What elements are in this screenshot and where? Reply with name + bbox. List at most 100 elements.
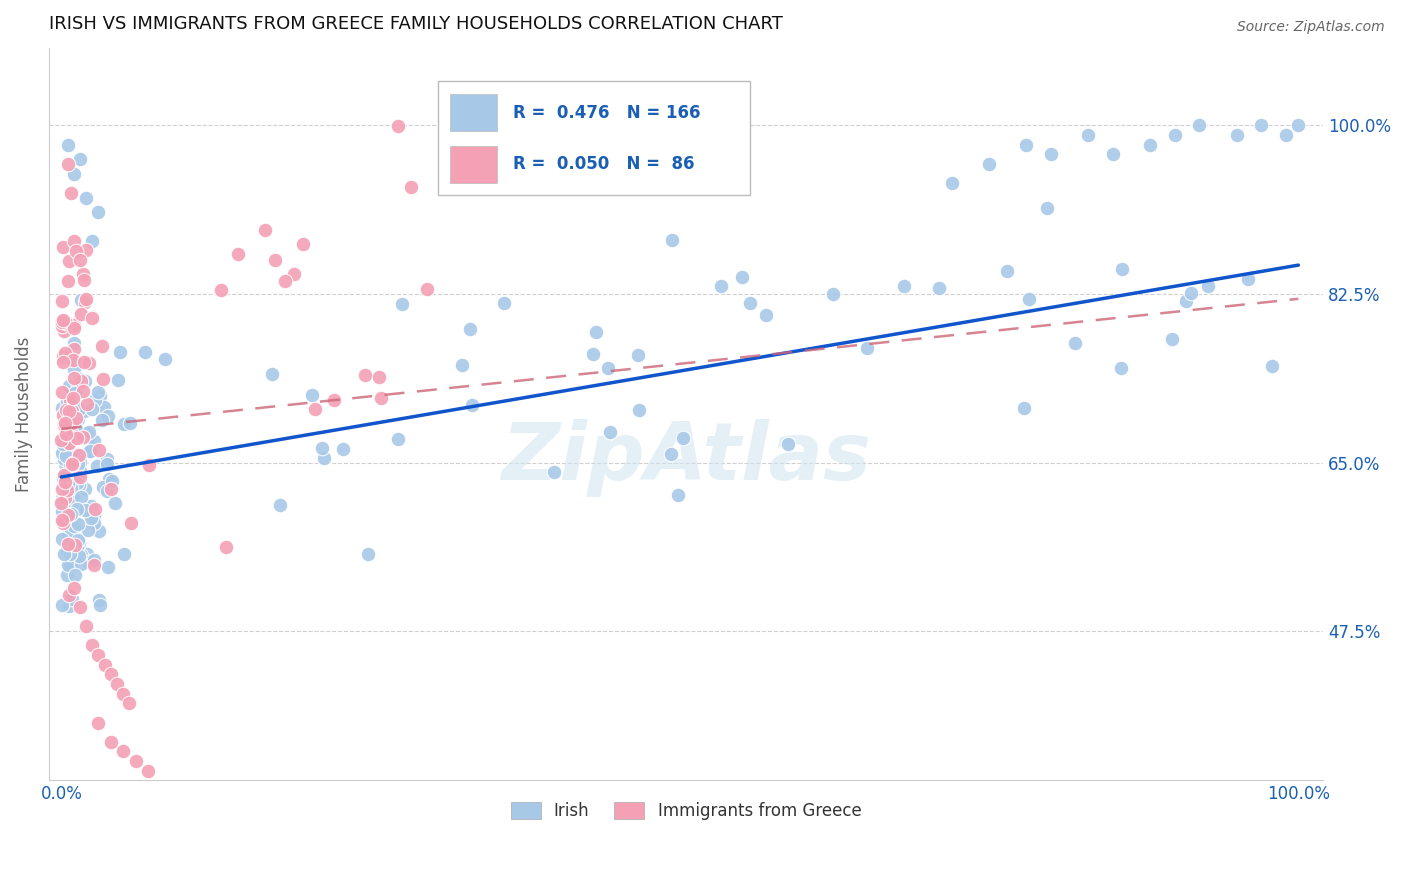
Point — [51, 318, 73, 333]
Point — [55, 543, 77, 558]
Point — [304, 402, 326, 417]
Point — [60, 186, 83, 200]
Point — [62, 391, 84, 405]
Point — [87, 593, 110, 607]
Point — [87, 524, 110, 539]
Point — [82, 639, 104, 653]
Point — [63, 447, 86, 461]
Point — [72, 355, 94, 369]
Point — [58, 547, 80, 561]
Point — [87, 442, 110, 457]
Point — [83, 516, 105, 531]
Point — [821, 287, 844, 301]
Point — [1188, 119, 1211, 133]
Point — [62, 456, 84, 470]
Point — [101, 474, 124, 488]
Point — [738, 296, 761, 310]
Point — [51, 446, 73, 460]
Point — [56, 394, 79, 409]
Point — [58, 378, 80, 392]
Point — [1018, 293, 1040, 307]
Point — [51, 294, 73, 309]
Point — [104, 496, 127, 510]
Point — [70, 557, 93, 571]
Point — [56, 458, 79, 473]
Point — [53, 491, 76, 506]
Point — [51, 496, 73, 510]
Point — [58, 274, 80, 288]
Point — [91, 413, 114, 427]
Point — [66, 501, 89, 516]
Point — [52, 324, 75, 338]
Point — [1111, 361, 1133, 376]
Point — [387, 432, 409, 446]
Point — [91, 372, 114, 386]
Point — [292, 237, 315, 252]
Point — [1180, 286, 1202, 301]
Point — [55, 426, 77, 441]
Point — [58, 599, 80, 613]
Point — [77, 444, 100, 458]
Point — [93, 400, 115, 414]
Point — [66, 431, 89, 445]
Point — [56, 157, 79, 171]
Point — [118, 696, 141, 710]
Point — [79, 432, 101, 446]
Point — [582, 347, 605, 361]
Point — [941, 176, 963, 190]
Point — [367, 369, 389, 384]
Point — [458, 322, 481, 336]
Point — [1197, 278, 1219, 293]
Point — [58, 423, 80, 437]
Point — [112, 687, 135, 701]
Point — [76, 556, 98, 570]
Point — [100, 735, 122, 749]
Point — [76, 397, 98, 411]
Point — [1237, 272, 1260, 286]
Point — [56, 482, 79, 496]
Point — [260, 368, 283, 382]
Point — [87, 715, 110, 730]
Point — [65, 537, 87, 551]
Point — [51, 349, 73, 363]
Point — [62, 491, 84, 505]
Point — [91, 480, 114, 494]
Point — [928, 281, 950, 295]
Point — [112, 547, 135, 561]
Point — [59, 392, 82, 407]
Point — [66, 540, 89, 554]
Point — [84, 393, 107, 408]
Point — [76, 431, 98, 445]
Point — [52, 313, 75, 327]
Point — [52, 451, 75, 466]
Point — [209, 283, 232, 297]
Point — [59, 540, 82, 554]
Point — [96, 451, 118, 466]
Point — [62, 167, 84, 181]
Point — [1250, 119, 1272, 133]
Point — [59, 425, 82, 439]
Point — [1101, 147, 1123, 161]
Point — [155, 351, 177, 366]
Point — [62, 318, 84, 333]
Point — [90, 338, 112, 352]
Point — [112, 744, 135, 758]
Point — [62, 352, 84, 367]
Point — [1036, 202, 1059, 216]
Point — [60, 450, 83, 465]
Point — [63, 336, 86, 351]
Point — [354, 368, 377, 382]
Point — [77, 505, 100, 519]
Point — [461, 398, 484, 412]
Point — [585, 326, 607, 340]
Point — [56, 477, 79, 491]
Point — [661, 233, 683, 247]
Point — [51, 434, 73, 448]
Point — [60, 591, 83, 606]
Point — [228, 246, 250, 260]
Point — [62, 581, 84, 595]
Point — [62, 519, 84, 533]
Point — [66, 476, 89, 491]
Point — [1040, 147, 1063, 161]
Text: ZipAtlas: ZipAtlas — [501, 419, 870, 497]
